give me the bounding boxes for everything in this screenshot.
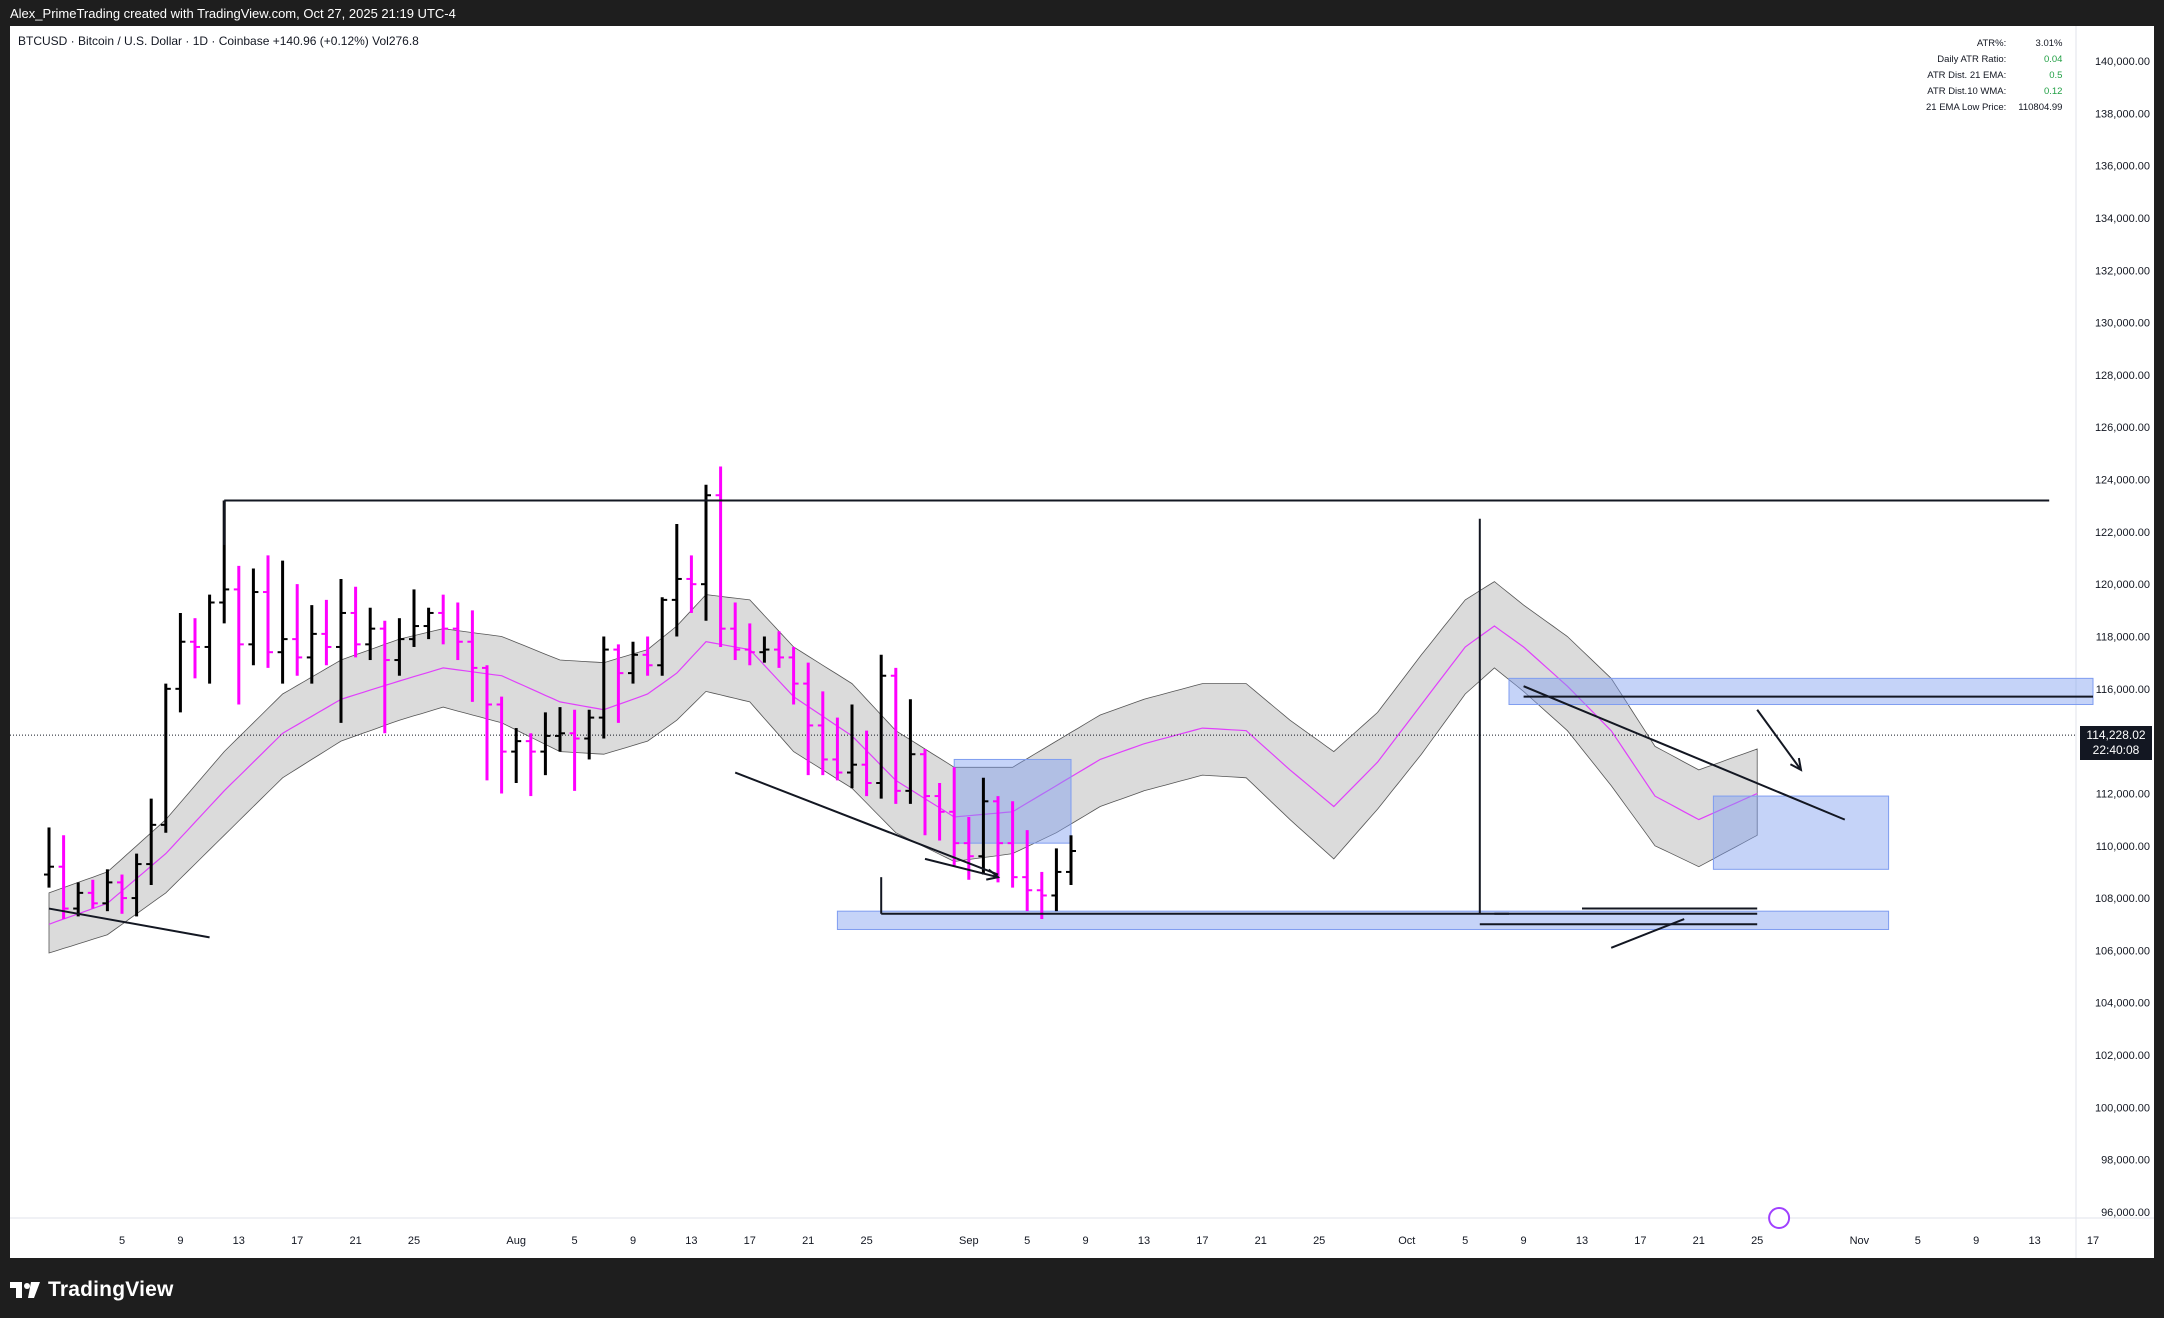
trend-line xyxy=(48,907,210,939)
price-axis-label: 106,000.00 xyxy=(2095,945,2150,957)
footer-brand[interactable]: TradingView xyxy=(10,1274,174,1306)
current-price-badge: 114,228.02 22:40:08 xyxy=(2080,726,2152,760)
price-axis-label: 122,000.00 xyxy=(2095,527,2150,539)
arrow-head xyxy=(1789,757,1803,772)
atr-stat-label: ATR Dist.10 WMA: xyxy=(1927,86,2007,97)
time-axis-label: 13 xyxy=(1576,1235,1588,1247)
projection-arrow xyxy=(1756,709,1802,771)
time-axis-label: 13 xyxy=(685,1235,697,1247)
price-axis-label: 130,000.00 xyxy=(2095,318,2150,330)
time-axis-label: 5 xyxy=(1024,1235,1030,1247)
price-axis-label: 140,000.00 xyxy=(2095,56,2150,68)
atr-stat-label: Daily ATR Ratio: xyxy=(1937,54,2007,65)
atr-stat-row: ATR Dist.10 WMA: 0.12 xyxy=(1920,84,2068,100)
price-axis-label: 98,000.00 xyxy=(2101,1155,2150,1167)
price-axis-label: 108,000.00 xyxy=(2095,893,2150,905)
event-marker-icon xyxy=(1768,1207,1791,1229)
time-axis-label: 9 xyxy=(1083,1235,1089,1247)
price-axis-label: 104,000.00 xyxy=(2095,998,2150,1010)
atr-stat-row: Daily ATR Ratio: 0.04 xyxy=(1920,52,2068,68)
atr-stat-value: 3.01% xyxy=(2035,38,2063,49)
time-axis-label: 17 xyxy=(1634,1235,1646,1247)
price-chart[interactable]: 96,000.00 98,000.00 100,000.00 102,000.00 10… xyxy=(10,26,2154,1258)
trend-line xyxy=(734,771,999,876)
time-axis-label: 5 xyxy=(1462,1235,1468,1247)
price-axis-label: 118,000.00 xyxy=(2096,632,2150,644)
time-axis-label: 5 xyxy=(572,1235,578,1247)
time-axis-label: 21 xyxy=(349,1235,361,1247)
time-axis-label: 5 xyxy=(119,1235,125,1247)
time-axis-label: 25 xyxy=(860,1235,872,1247)
price-axis-label: 128,000.00 xyxy=(2095,370,2150,382)
symbol-info-line: BTCUSD · Bitcoin / U.S. Dollar · 1D · Co… xyxy=(18,34,419,48)
current-price-label: 114,228.02 xyxy=(2086,728,2146,742)
time-axis-label: Oct xyxy=(1398,1235,1415,1247)
price-axis-label: 134,000.00 xyxy=(2095,213,2150,225)
price-axis-label: 120,000.00 xyxy=(2095,579,2150,591)
time-axis-label: 17 xyxy=(2087,1235,2099,1247)
atr-stat-row: 21 EMA Low Price: 110804.99 xyxy=(1920,100,2068,116)
projection-arrow xyxy=(924,857,999,879)
price-axis-label: 110,000.00 xyxy=(2096,841,2150,853)
atr-stat-label: 21 EMA Low Price: xyxy=(1926,102,2007,113)
time-axis-label: 9 xyxy=(1521,1235,1527,1247)
trend-line xyxy=(1610,918,1685,949)
price-axis-label: 126,000.00 xyxy=(2095,422,2150,434)
time-axis-label: 17 xyxy=(744,1235,756,1247)
price-axis-label: 96,000.00 xyxy=(2101,1207,2150,1219)
time-axis-label: Aug xyxy=(506,1235,526,1247)
atr-stat-row: ATR%: 3.01% xyxy=(1920,36,2068,52)
time-axis-label: 21 xyxy=(1693,1235,1705,1247)
candle-countdown-label: 22:40:08 xyxy=(2092,743,2140,757)
time-axis-label: 13 xyxy=(2028,1235,2040,1247)
arrow-head xyxy=(986,868,1001,881)
atr-stat-row: ATR Dist. 21 EMA: 0.5 xyxy=(1920,68,2068,84)
time-axis-label: 25 xyxy=(408,1235,420,1247)
supply-demand-zone xyxy=(1712,795,1890,870)
time-axis-label: 21 xyxy=(1255,1235,1267,1247)
price-axis-label: 100,000.00 xyxy=(2095,1102,2150,1114)
time-axis-label: 17 xyxy=(291,1235,303,1247)
atr-stat-label: ATR%: xyxy=(1976,38,2007,49)
price-axis-label: 112,000.00 xyxy=(2096,788,2150,800)
atr-stat-value: 0.12 xyxy=(2043,86,2063,97)
time-axis-label: 21 xyxy=(802,1235,814,1247)
time-axis-label: 9 xyxy=(177,1235,183,1247)
price-axis-label: 138,000.00 xyxy=(2095,108,2150,120)
price-axis-label: 124,000.00 xyxy=(2095,475,2150,487)
atr-stat-value: 110804.99 xyxy=(2018,102,2063,113)
tradingview-logo-text: TradingView xyxy=(48,1278,174,1301)
ema-line xyxy=(48,625,1758,925)
tradingview-logo-icon xyxy=(10,1282,40,1298)
supply-demand-zone xyxy=(1508,677,2094,706)
chart-frame[interactable]: 96,000.00 98,000.00 100,000.00 102,000.00 10… xyxy=(10,26,2154,1258)
atr-stats-table: ATR%: 3.01% Daily ATR Ratio: 0.04 ATR Dist. … xyxy=(1920,36,2068,116)
time-axis-label: 25 xyxy=(1751,1235,1763,1247)
time-axis-label: 17 xyxy=(1196,1235,1208,1247)
time-axis-label: 9 xyxy=(630,1235,636,1247)
time-axis-label: 5 xyxy=(1915,1235,1921,1247)
price-axis-label: 132,000.00 xyxy=(2095,265,2150,277)
chart-author-caption: Alex_PrimeTrading created with TradingVi… xyxy=(10,6,456,21)
trend-line xyxy=(1523,685,1846,821)
time-axis-label: 13 xyxy=(233,1235,245,1247)
ema-envelope-band xyxy=(48,581,1758,954)
time-axis-label: 25 xyxy=(1313,1235,1325,1247)
time-axis-label: Sep xyxy=(959,1235,979,1247)
price-axis-label: 116,000.00 xyxy=(2096,684,2150,696)
time-axis-label: 13 xyxy=(1138,1235,1150,1247)
price-axis-label: 102,000.00 xyxy=(2095,1050,2150,1062)
time-axis-label: 9 xyxy=(1973,1235,1979,1247)
atr-stat-value: 0.04 xyxy=(2043,54,2063,65)
price-axis-label: 136,000.00 xyxy=(2095,161,2150,173)
atr-stat-value: 0.5 xyxy=(2049,70,2063,81)
atr-stat-label: ATR Dist. 21 EMA: xyxy=(1927,70,2007,81)
time-axis-label: Nov xyxy=(1850,1235,1870,1247)
